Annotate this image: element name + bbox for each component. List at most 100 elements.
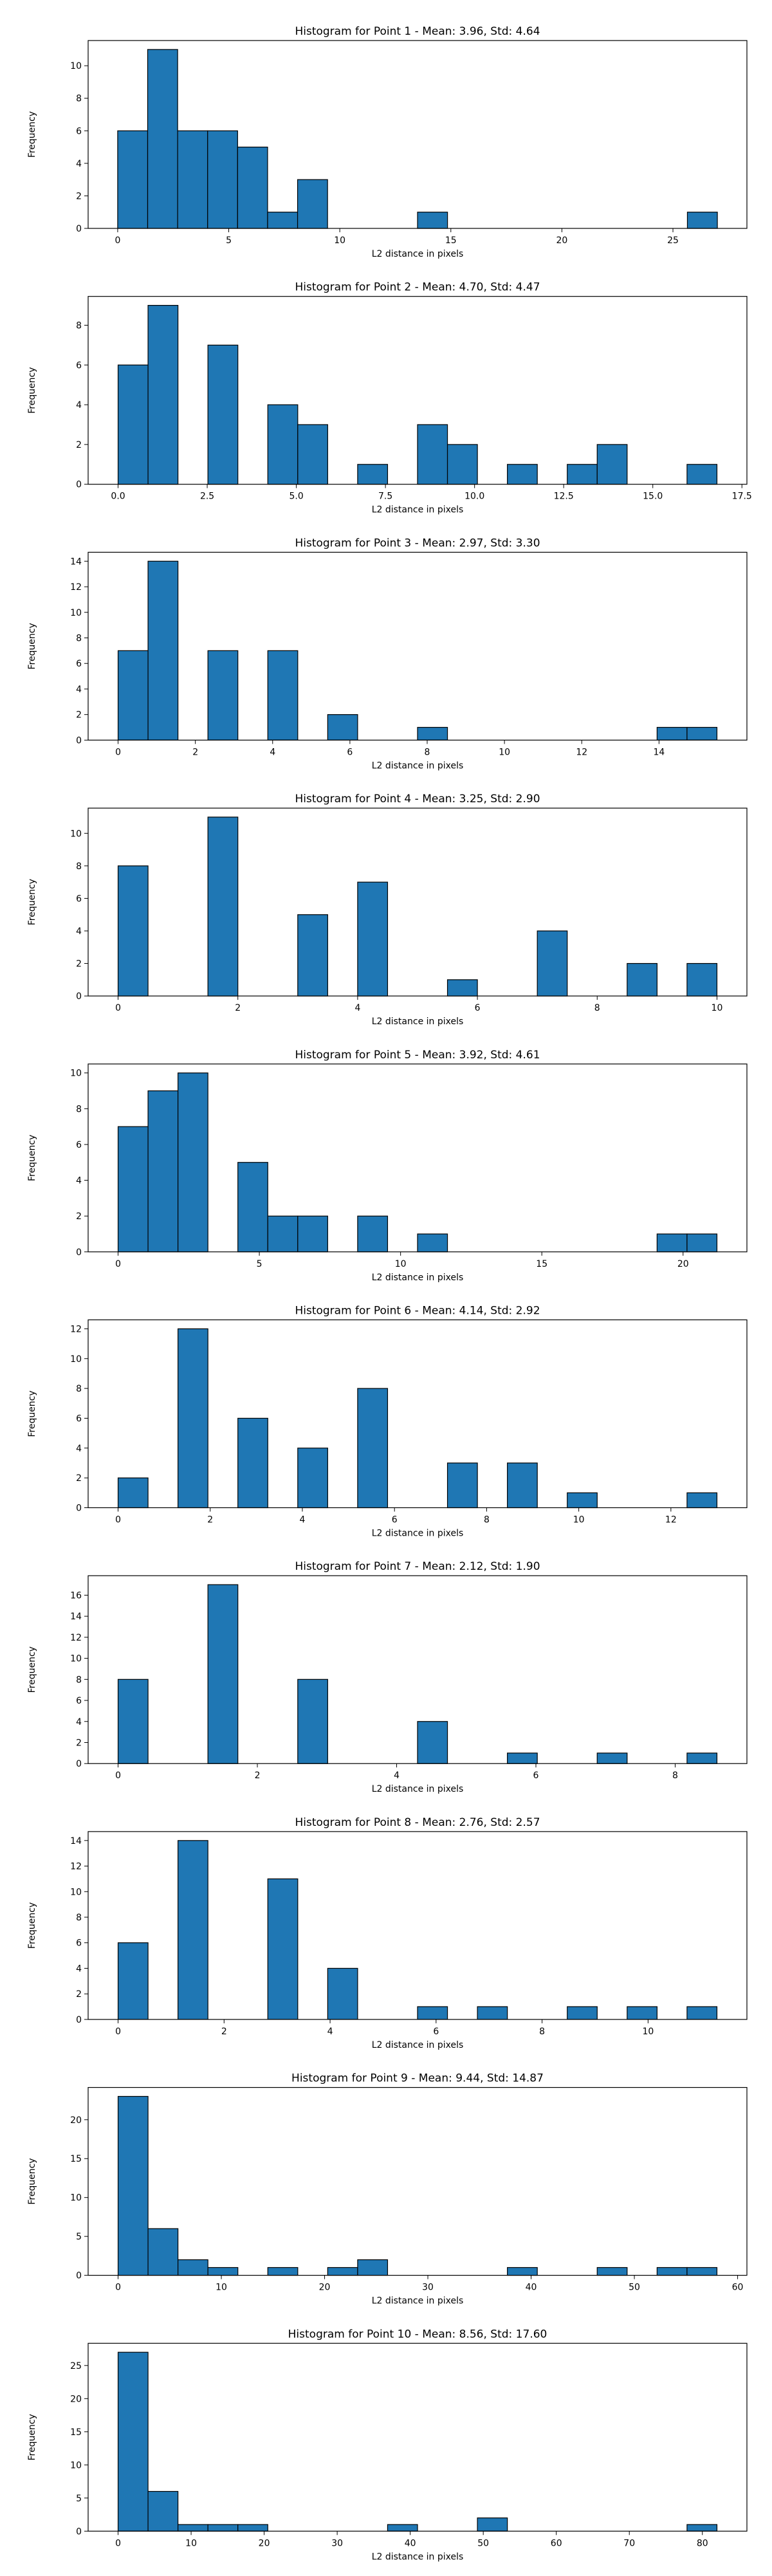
- x-tick-label: 4: [327, 2027, 333, 2037]
- plot-frame: [87, 551, 748, 741]
- y-tick-label: 8: [76, 633, 82, 643]
- x-tick-label: 15.0: [643, 492, 663, 502]
- x-tick-label: 10: [185, 2538, 197, 2548]
- histogram-bar: [147, 2228, 179, 2276]
- histogram-bar: [446, 979, 478, 997]
- y-tick-label: 2: [76, 1738, 82, 1748]
- x-tick-label: 4: [270, 747, 275, 757]
- y-tick-label: 10: [70, 1069, 82, 1079]
- y-axis-label: Frequency: [27, 1646, 37, 1693]
- histogram-bar: [267, 1215, 299, 1253]
- histogram-bar: [117, 650, 149, 741]
- y-tick-label: 4: [76, 1964, 82, 1974]
- y-tick-label: 12: [70, 1633, 82, 1643]
- x-tick-label: 30: [422, 2283, 434, 2293]
- x-tick-label: 50: [477, 2538, 489, 2548]
- plot-frame: [87, 2342, 748, 2532]
- plot-frame: [87, 807, 748, 997]
- x-tick-label: 10: [334, 235, 345, 246]
- y-tick-label: 0: [76, 1247, 82, 1258]
- x-tick-label: 0.0: [111, 492, 125, 502]
- y-tick-label: 12: [70, 582, 82, 593]
- chart-title: Histogram for Point 1 - Mean: 3.96, Std:…: [295, 25, 540, 38]
- y-axis-label: Frequency: [27, 1390, 37, 1437]
- y-tick-label: 10: [70, 829, 82, 839]
- histogram-chart-7: Histogram for Point 7 - Mean: 2.12, Std:…: [27, 1560, 748, 1794]
- histogram-bar: [147, 2490, 179, 2532]
- histogram-bar: [117, 1679, 149, 1764]
- y-axis-label: Frequency: [27, 879, 37, 925]
- histogram-bar: [357, 2259, 389, 2276]
- x-tick-label: 30: [331, 2538, 343, 2548]
- x-tick-label: 0: [115, 747, 121, 757]
- histogram-bar: [147, 560, 179, 741]
- histogram-bar: [237, 2524, 268, 2532]
- x-axis-label: L2 distance in pixels: [372, 1529, 464, 1539]
- histogram-bar: [147, 49, 178, 229]
- histogram-bar: [207, 816, 239, 997]
- x-axis-label: L2 distance in pixels: [372, 2552, 464, 2562]
- y-tick-label: 0: [76, 480, 82, 490]
- histogram-bar: [507, 2267, 538, 2276]
- histogram-bar: [297, 424, 328, 485]
- y-axis-label: Frequency: [27, 111, 37, 158]
- y-tick-label: 6: [76, 126, 82, 136]
- plot-frame: [87, 2087, 748, 2276]
- histogram-bar: [686, 1753, 718, 1764]
- histogram-bar: [686, 464, 718, 485]
- x-tick-label: 0: [115, 2283, 121, 2293]
- histogram-bar: [237, 1417, 268, 1509]
- chart-title: Histogram for Point 9 - Mean: 9.44, Std:…: [291, 2072, 544, 2085]
- histogram-bar: [507, 1462, 538, 1509]
- x-tick-label: 60: [732, 2283, 744, 2293]
- histogram-bar: [178, 2524, 208, 2532]
- x-tick-label: 4: [354, 1003, 360, 1013]
- histogram-bar: [446, 444, 478, 485]
- histogram-bar: [297, 179, 328, 229]
- chart-title: Histogram for Point 6 - Mean: 4.14, Std:…: [295, 1305, 540, 1318]
- y-tick-label: 4: [76, 926, 82, 937]
- histogram-bar: [656, 726, 688, 741]
- histogram-bar: [477, 2006, 508, 2020]
- histogram-bar: [207, 650, 239, 741]
- chart-title: Histogram for Point 3 - Mean: 2.97, Std:…: [295, 537, 540, 549]
- y-tick-label: 4: [76, 1717, 82, 1727]
- x-tick-label: 20: [677, 1259, 689, 1269]
- y-tick-label: 14: [70, 1836, 82, 1846]
- y-tick-label: 2: [76, 710, 82, 721]
- y-axis-label: Frequency: [27, 1902, 37, 1949]
- x-tick-label: 12.5: [554, 492, 574, 502]
- histogram-bar: [178, 1072, 208, 1253]
- y-tick-label: 8: [76, 94, 82, 104]
- plot-frame: [87, 1319, 748, 1509]
- y-tick-label: 5: [76, 2232, 82, 2242]
- histogram-bar: [117, 1477, 149, 1509]
- x-tick-label: 0: [115, 1515, 121, 1525]
- x-tick-label: 10: [216, 2283, 227, 2293]
- histogram-bar: [656, 1233, 688, 1253]
- x-tick-label: 0: [115, 2538, 121, 2548]
- y-tick-label: 10: [70, 1654, 82, 1664]
- y-tick-label: 10: [70, 1887, 82, 1897]
- chart-title: Histogram for Point 7 - Mean: 2.12, Std:…: [295, 1560, 540, 1573]
- y-tick-label: 0: [76, 2526, 82, 2537]
- y-tick-label: 0: [76, 1759, 82, 1769]
- x-axis-label: L2 distance in pixels: [372, 2296, 464, 2306]
- histogram-bar: [686, 212, 718, 229]
- x-tick-label: 40: [405, 2538, 416, 2548]
- y-tick-label: 5: [76, 2494, 82, 2504]
- histogram-bar: [207, 130, 238, 229]
- y-tick-label: 14: [70, 1612, 82, 1622]
- histogram-bar: [207, 2524, 239, 2532]
- x-tick-label: 10: [395, 1259, 407, 1269]
- y-tick-label: 0: [76, 2271, 82, 2281]
- histogram-bar: [686, 2006, 718, 2020]
- x-tick-label: 2: [207, 1515, 213, 1525]
- y-tick-label: 6: [76, 1140, 82, 1150]
- y-tick-label: 0: [76, 224, 82, 234]
- histogram-bar: [417, 1721, 448, 1764]
- x-tick-label: 4: [300, 1515, 306, 1525]
- chart-title: Histogram for Point 10 - Mean: 8.56, Std…: [288, 2328, 547, 2341]
- x-tick-label: 2: [235, 1003, 241, 1013]
- histogram-bar: [327, 1967, 358, 2020]
